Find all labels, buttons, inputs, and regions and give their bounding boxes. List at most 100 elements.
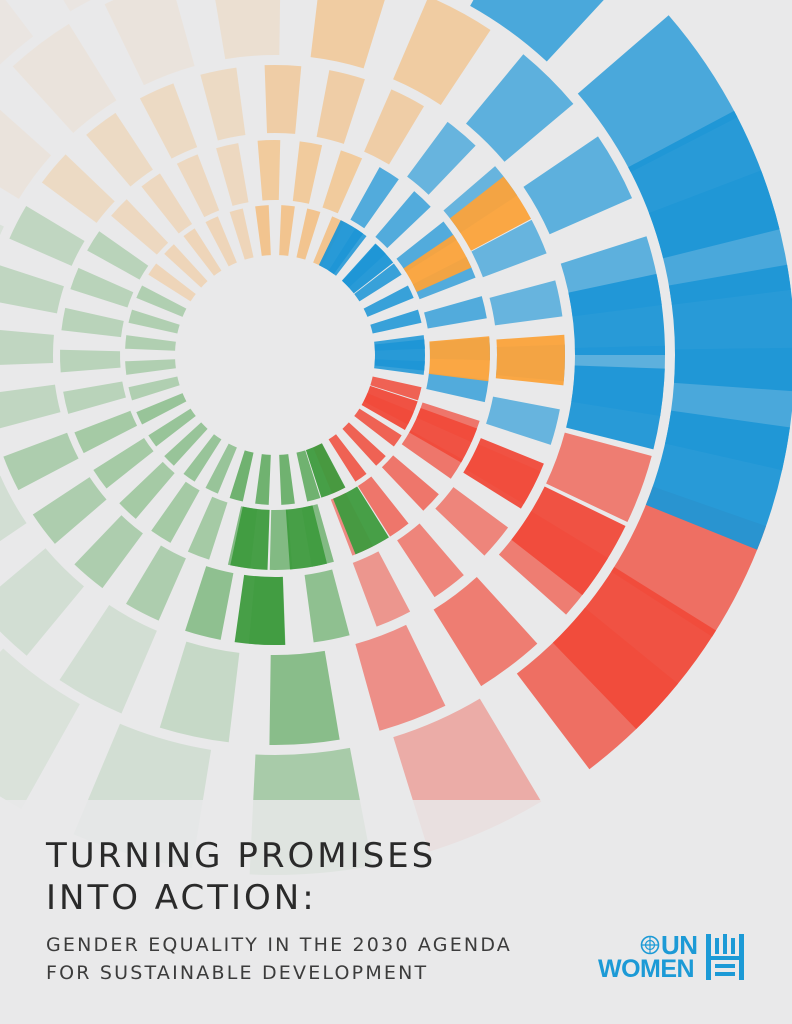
wheel-segment-r0-22 [164, 244, 208, 288]
wheel-segment-r0-26 [255, 205, 271, 256]
wheel-segment-r3-6 [59, 605, 157, 714]
wheel-segment-r0-15 [136, 393, 187, 425]
wheel-segment-r4-14 [470, 0, 604, 62]
title-backdrop [0, 800, 792, 1024]
wheel-segment-r0-13 [164, 422, 208, 466]
wheel-segment-r0-9 [255, 454, 271, 505]
wheel-segment-r1-10 [151, 481, 200, 543]
wheel-hub [183, 263, 367, 447]
wheel-segment-r1-4 [357, 476, 409, 537]
wheel-segment-r3-16 [310, 0, 385, 69]
wheel-segment-r1-0 [426, 372, 489, 403]
wheel-accent-20 [341, 243, 394, 294]
wheel-segment-r1-19 [111, 199, 169, 255]
wheel-segment-r2-17 [86, 112, 153, 187]
wheel-segment-r0-11 [205, 443, 237, 494]
wheel-segment-r2-10 [32, 477, 107, 544]
wheel-segment-r3-12 [0, 109, 52, 199]
title-block: TURNING PROMISES INTO ACTION: GENDER EQU… [46, 835, 566, 987]
wheel-accent-21 [318, 220, 364, 275]
wheel-segment-r0-3 [354, 408, 402, 447]
wheel-accent-8 [361, 385, 418, 430]
wheel-segment-r3-18 [466, 54, 574, 162]
wheel-segment-r0-16 [128, 376, 180, 401]
logo-word-women: WOMEN [598, 955, 695, 983]
wheel-segment-r2-18 [139, 83, 198, 159]
wheel-segment-r0-4 [342, 422, 386, 466]
wheel-segment-r0-1 [370, 376, 422, 401]
wheel-segment-r0-14 [148, 408, 196, 447]
wheel-segment-r0-25 [229, 208, 254, 260]
wheel-segment-r1-2 [401, 430, 463, 479]
wheel-segment-r2-23 [407, 121, 476, 195]
wheel-segment-r2-15 [9, 206, 85, 266]
subtitle-block: GENDER EQUALITY IN THE 2030 AGENDA FOR S… [46, 931, 566, 987]
wheel-accent-16 [230, 506, 270, 570]
wheel-segment-r3-8 [0, 475, 27, 542]
wheel-segment-r0-19 [128, 309, 180, 334]
wheel-segment-r1-9 [187, 496, 228, 560]
wheel-segment-r2-14 [0, 265, 64, 314]
wheel-segment-r0-7 [296, 450, 321, 502]
wheel-accent-2 [495, 334, 565, 386]
wheel-segment-r0-32 [354, 263, 402, 302]
wheel-segment-r2-11 [3, 432, 79, 491]
wheel-accent-13 [333, 486, 389, 555]
wheel-segment-r2-20 [264, 64, 302, 134]
title-line-2: INTO ACTION: [46, 878, 317, 918]
wheel-segment-r1-30 [424, 296, 487, 329]
wheel-segment-r1-7 [269, 509, 293, 570]
wheel-segment-r1-16 [61, 307, 124, 338]
wheel-segment-r0-12 [183, 434, 222, 482]
wheel-accent-18 [449, 176, 532, 251]
wheel-segment-r4-11 [63, 0, 91, 12]
wheel-segment-r1-27 [375, 191, 431, 249]
wheel-segment-r2-3 [397, 523, 464, 598]
wheel-segment-r1-24 [292, 141, 323, 204]
wheel-accent-14 [305, 443, 346, 498]
wheel-segment-r0-27 [279, 205, 295, 256]
wheel-segment-r2-19 [200, 67, 246, 141]
wheel-accent-4 [566, 365, 665, 450]
subtitle-line-1: GENDER EQUALITY IN THE 2030 AGENDA [46, 934, 513, 956]
wheel-segment-r1-25 [322, 150, 363, 214]
wheel-accent-6 [668, 264, 792, 392]
wheel-accent-12 [552, 566, 716, 730]
wheel-accent-10 [463, 438, 544, 509]
wheel-accent-1 [428, 336, 490, 382]
wheel-segment-r1-13 [74, 410, 138, 454]
wheel-segment-r3-15 [215, 0, 281, 60]
title-line-1: TURNING PROMISES [46, 836, 437, 876]
wheel-segment-r0-10 [229, 450, 254, 502]
wheel-segment-r0-20 [136, 285, 187, 317]
wheel-segment-r2-7 [185, 566, 234, 640]
wheel-segment-r2-16 [41, 154, 115, 223]
wheel-segment-r3-0 [546, 432, 652, 523]
logo-word-un: UN [661, 930, 698, 960]
wheel-segment-r1-22 [216, 143, 249, 206]
un-women-emblem-icon [706, 934, 744, 980]
wheel-segment-r0-24 [205, 216, 237, 267]
wheel-segment-r2-12 [0, 384, 61, 429]
wheel-segment-r0-28 [296, 208, 321, 260]
wheel-segment-r4-5 [0, 648, 80, 809]
un-women-logo: UN WOMEN [598, 932, 748, 982]
wheel-segment-r4-10 [0, 0, 34, 65]
wheel-segment-r2-0 [486, 396, 560, 445]
wheel-segment-r3-19 [523, 136, 633, 235]
wheel-segment-r2-4 [352, 551, 411, 627]
wheel-segment-r1-17 [70, 267, 134, 308]
wheel-segment-r1-12 [93, 437, 154, 489]
wheel-accent-15 [285, 505, 328, 570]
wheel-segment-r0-34 [370, 309, 422, 334]
wheel-segment-r1-18 [87, 231, 149, 280]
wheel-segment-r3-5 [159, 641, 240, 743]
wheel-segment-r1-11 [119, 461, 175, 519]
wheel-segment-r3-13 [12, 23, 117, 134]
wheel-segment-r0-33 [363, 285, 414, 317]
wheel-segment-r1-14 [63, 381, 126, 414]
subtitle-line-2: FOR SUSTAINABLE DEVELOPMENT [46, 962, 429, 984]
wheel-accent-11 [511, 486, 626, 596]
wheel-accent-9 [409, 408, 478, 463]
wheel-accent-0 [374, 339, 426, 371]
